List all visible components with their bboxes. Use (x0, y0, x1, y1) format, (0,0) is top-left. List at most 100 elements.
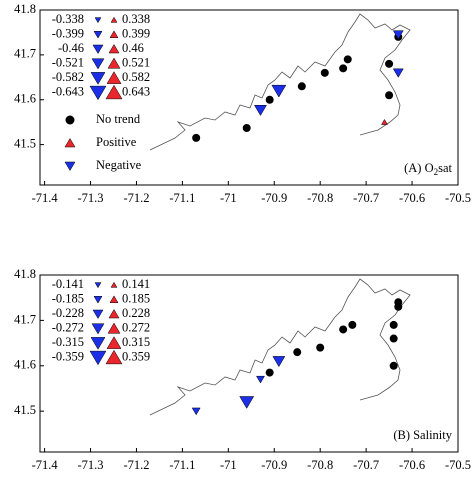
size-legend-label: -0.185 (52, 291, 84, 305)
station (389, 334, 398, 343)
station (297, 82, 306, 91)
size-legend-label: 0.582 (122, 70, 150, 84)
station (339, 64, 348, 73)
size-legend-label: -0.46 (58, 41, 84, 55)
x-tick-label: -71 (220, 458, 237, 472)
size-legend-marker (108, 309, 120, 319)
panel: -71.4 -71.3 -71.2 -71.1 -71 -70.9 -70.8 -70.7 -7… (14, 267, 471, 472)
size-legend-marker (108, 44, 120, 54)
size-legend-label: 0.338 (122, 12, 150, 26)
x-tick-label: -70.5 (445, 458, 471, 472)
station (256, 375, 265, 384)
plot-frame (39, 274, 459, 453)
size-legend-marker (109, 30, 119, 38)
size-legend-label: 0.399 (122, 26, 150, 40)
coastline (149, 13, 411, 151)
x-tick-label: -71 (220, 191, 237, 205)
station (385, 91, 394, 100)
station (316, 343, 325, 352)
size-legend-marker (93, 31, 103, 39)
size-legend-marker (90, 337, 106, 350)
x-tick-label: -71.2 (123, 191, 149, 205)
station (272, 356, 286, 368)
x-tick-label: -71.1 (169, 191, 195, 205)
size-legend-marker (91, 58, 105, 70)
annotation: (B) Salinity (393, 428, 452, 442)
annotation-text: (A) O (404, 161, 434, 175)
annotation-text: (B) Salinity (393, 428, 452, 442)
size-legend-marker (106, 336, 122, 349)
size-legend-marker (107, 322, 121, 334)
station (192, 133, 201, 142)
station (389, 361, 398, 370)
size-legend-label: -0.141 (52, 277, 84, 291)
legend-marker (65, 115, 75, 125)
station (242, 124, 251, 133)
y-tick-label: 41.5 (14, 403, 36, 417)
x-tick-label: -70.7 (353, 458, 379, 472)
plot-frame (39, 9, 459, 186)
size-legend-marker (92, 309, 104, 319)
size-legend-label: -0.272 (52, 320, 84, 334)
size-legend-marker (109, 295, 119, 303)
size-legend-label: 0.315 (122, 335, 150, 349)
size-legend-label: -0.315 (52, 335, 84, 349)
station (320, 68, 329, 77)
size-legend-label: -0.359 (52, 349, 84, 363)
y-tick-label: 41.7 (14, 312, 36, 326)
size-legend-label: -0.399 (52, 26, 84, 40)
x-tick-label: -70.6 (399, 458, 425, 472)
station (271, 84, 287, 98)
size-legend-marker (90, 72, 106, 85)
size-legend-label: -0.338 (52, 12, 84, 26)
size-legend-label: -0.521 (52, 55, 84, 69)
size-legend-label: -0.582 (52, 70, 84, 84)
coastline (149, 278, 411, 416)
size-legend-marker (93, 296, 103, 304)
station (343, 55, 352, 64)
station (392, 30, 404, 40)
size-legend-label: 0.643 (122, 84, 150, 98)
x-tick-label: -70.8 (307, 191, 333, 205)
station (385, 59, 394, 68)
x-tick-label: -70.9 (261, 191, 287, 205)
station (392, 68, 404, 78)
station (265, 95, 274, 104)
legend-label: Negative (96, 158, 142, 172)
size-legend-label: 0.228 (122, 306, 150, 320)
size-legend-marker (89, 85, 107, 101)
legend-marker (64, 161, 76, 171)
size-legend-marker (91, 323, 105, 335)
legend-label: No trend (96, 112, 141, 126)
x-tick-label: -70.6 (399, 191, 425, 205)
station (394, 298, 403, 307)
legend-marker (64, 138, 76, 148)
size-legend-label: 0.521 (122, 55, 150, 69)
x-tick-label: -70.8 (307, 458, 333, 472)
size-legend-label: 0.272 (122, 320, 150, 334)
size-legend-label: 0.46 (122, 41, 144, 55)
x-tick-label: -71.4 (32, 458, 59, 472)
y-tick-label: 41.7 (14, 47, 36, 61)
size-legend-label: 0.141 (122, 277, 150, 291)
y-tick-label: 41.6 (14, 358, 36, 372)
x-tick-label: -70.9 (261, 458, 287, 472)
x-tick-label: -71.2 (123, 458, 149, 472)
x-tick-label: -70.7 (353, 191, 379, 205)
x-tick-label: -71.3 (78, 458, 104, 472)
annotation: (A) O2sat (404, 161, 452, 177)
station (389, 320, 398, 329)
x-tick-label: -71.4 (32, 191, 59, 205)
size-legend-marker (105, 84, 123, 100)
station (293, 348, 302, 357)
size-legend-marker (92, 44, 104, 54)
station (191, 407, 201, 416)
station (254, 105, 267, 116)
size-legend-label: -0.228 (52, 306, 84, 320)
x-tick-label: -70.5 (445, 191, 471, 205)
y-tick-label: 41.5 (14, 136, 36, 150)
x-tick-label: -71.3 (78, 191, 104, 205)
size-legend-marker (94, 17, 102, 24)
station (239, 396, 255, 409)
